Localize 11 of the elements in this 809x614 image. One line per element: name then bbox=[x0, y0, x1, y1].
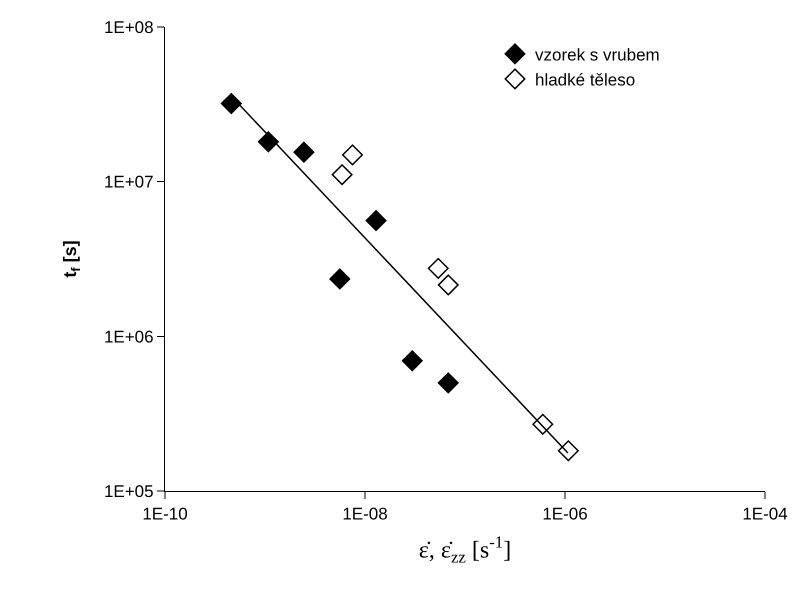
y-tick-label: 1E+07 bbox=[104, 172, 154, 192]
x-tick-label: 1E-06 bbox=[542, 504, 588, 524]
x-tick-label: 1E-08 bbox=[342, 504, 388, 524]
x-axis-title: ε̇, ε̇$_{zz}$ [s$^{-1}$] bbox=[418, 532, 512, 567]
x-tick-label: 1E-10 bbox=[142, 504, 188, 524]
legend-label: vzorek s vrubem bbox=[535, 45, 660, 64]
y-tick-label: 1E+08 bbox=[104, 18, 154, 37]
y-tick-label: 1E+05 bbox=[104, 482, 154, 501]
y-tick-label: 1E+06 bbox=[104, 327, 154, 346]
x-tick-label: 1E-04 bbox=[742, 504, 788, 524]
legend-label: hladké těleso bbox=[535, 70, 636, 90]
